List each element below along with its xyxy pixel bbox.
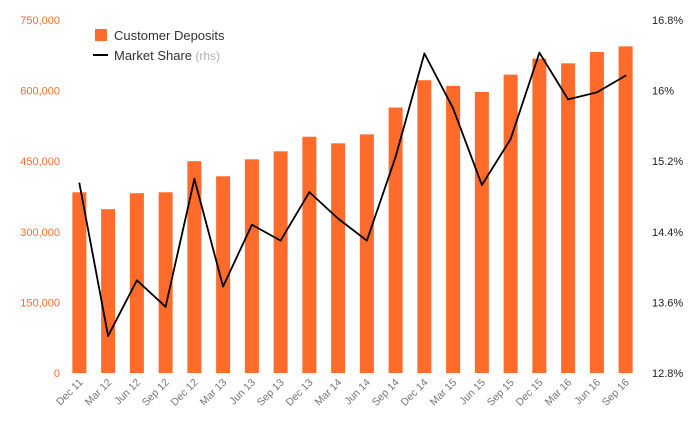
- market-share-point: [538, 51, 541, 54]
- x-tick-label: Jun 13: [227, 377, 258, 408]
- bar-customer-deposits: [359, 134, 374, 373]
- legend-label-rhs: (rhs): [192, 49, 220, 63]
- market-share-line: [78, 51, 627, 337]
- x-tick-label: Mar 13: [198, 377, 230, 409]
- bar-customer-deposits: [618, 46, 633, 374]
- left-tick-label: 0: [54, 368, 60, 380]
- market-share-point: [423, 52, 426, 55]
- bar-customer-deposits: [532, 58, 547, 373]
- right-tick-label: 14.4%: [652, 227, 683, 239]
- legend: Customer Deposits Market Share (rhs): [93, 28, 225, 63]
- bar-customer-deposits: [158, 192, 173, 373]
- x-tick-label: Dec 14: [398, 377, 430, 409]
- market-share-point: [135, 279, 138, 282]
- left-tick-label: 450,000: [20, 156, 60, 168]
- market-share-point: [509, 138, 512, 141]
- left-tick-label: 600,000: [20, 86, 60, 98]
- x-tick-label: Mar 16: [543, 377, 575, 409]
- bar-customer-deposits: [72, 192, 87, 373]
- right-tick-label: 16.8%: [652, 15, 683, 27]
- x-tick-label: Dec 13: [283, 377, 315, 409]
- bar-customer-deposits: [187, 161, 202, 373]
- legend-label-market-share-name: Market Share: [114, 48, 192, 63]
- x-tick-label: Jun 14: [342, 377, 373, 408]
- bar-customer-deposits: [388, 107, 403, 373]
- market-share-point: [279, 239, 282, 242]
- bar-customer-deposits: [129, 193, 144, 373]
- market-share-point: [480, 184, 483, 186]
- bar-customer-deposits: [446, 85, 461, 373]
- right-tick-label: 15.2%: [652, 156, 683, 168]
- bar-customer-deposits: [302, 136, 317, 373]
- market-share-point: [624, 74, 627, 77]
- deposit-bars: [72, 46, 633, 374]
- x-tick-label: Sep 14: [370, 377, 402, 409]
- market-share-point: [107, 335, 110, 337]
- x-tick-label: Sep 15: [485, 377, 517, 409]
- bar-customer-deposits: [589, 52, 604, 373]
- bar-customer-deposits: [273, 151, 288, 373]
- market-share-point: [164, 305, 167, 308]
- market-share-point: [222, 285, 225, 288]
- legend-label-market-share: Market Share (rhs): [114, 48, 220, 63]
- market-share-point: [78, 182, 81, 185]
- bar-customer-deposits: [101, 209, 116, 373]
- bar-customer-deposits: [417, 80, 432, 373]
- x-tick-label: Mar 14: [313, 377, 345, 409]
- bar-customer-deposits: [503, 74, 518, 373]
- left-axis: 0 150,000 300,000 450,000 600,000 750,000: [20, 15, 60, 380]
- right-tick-label: 13.6%: [652, 297, 683, 309]
- bar-customer-deposits: [216, 176, 231, 373]
- left-tick-label: 750,000: [20, 15, 60, 27]
- market-share-point: [250, 223, 253, 226]
- market-share-point: [308, 191, 311, 193]
- left-tick-label: 300,000: [20, 227, 60, 239]
- market-share-point: [567, 98, 570, 101]
- x-tick-label: Dec 12: [168, 377, 200, 409]
- x-tick-label: Sep 16: [600, 377, 632, 409]
- x-tick-label: Jun 16: [572, 377, 603, 408]
- market-share-point: [193, 177, 196, 180]
- bar-customer-deposits: [331, 143, 346, 373]
- x-tick-label: Dec 11: [54, 377, 86, 409]
- bar-customer-deposits: [474, 92, 489, 374]
- legend-swatch-deposits: [95, 29, 107, 41]
- market-share-point: [337, 217, 340, 220]
- market-share-point: [452, 107, 455, 110]
- market-share-point: [595, 91, 598, 94]
- market-share-line-group: [78, 51, 627, 337]
- bar-customer-deposits: [244, 159, 259, 373]
- x-tick-label: Sep 12: [140, 377, 172, 409]
- right-tick-label: 16%: [652, 86, 674, 98]
- right-axis: 12.8% 13.6% 14.4% 15.2% 16% 16.8%: [652, 15, 683, 380]
- legend-label-deposits: Customer Deposits: [114, 28, 225, 43]
- left-tick-label: 150,000: [20, 297, 60, 309]
- market-share-point: [365, 239, 368, 242]
- x-tick-label: Sep 13: [255, 377, 287, 409]
- bar-customer-deposits: [561, 63, 576, 374]
- right-tick-label: 12.8%: [652, 368, 683, 380]
- x-tick-label: Mar 15: [428, 377, 460, 409]
- x-tick-label: Jun 12: [112, 377, 143, 408]
- x-tick-label: Dec 15: [513, 377, 545, 409]
- x-tick-label: Mar 12: [83, 377, 115, 409]
- market-share-point: [394, 155, 397, 158]
- x-tick-label: Jun 15: [457, 377, 488, 408]
